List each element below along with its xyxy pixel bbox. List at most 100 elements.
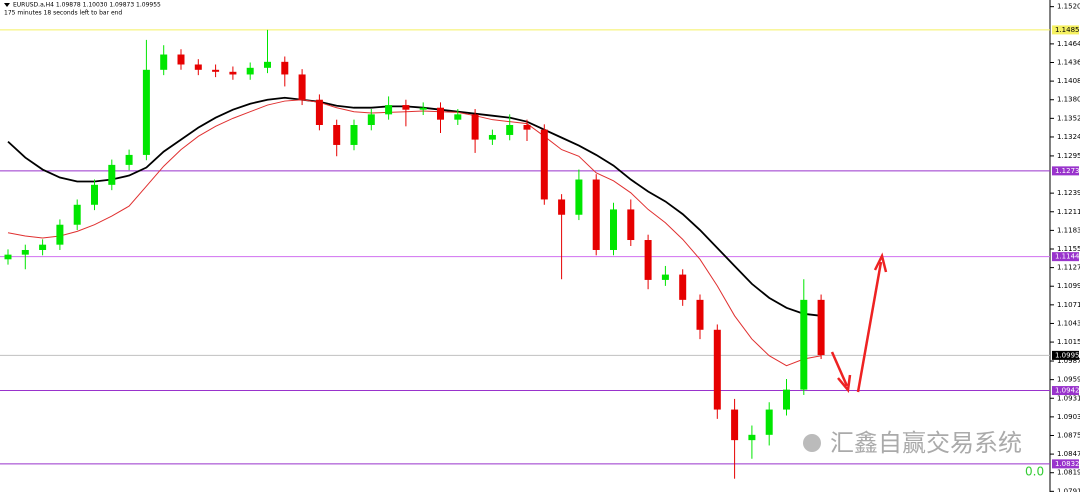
y-tick-label: 1.10715 [1057, 301, 1080, 309]
candle-body [177, 54, 185, 65]
candle-body [298, 74, 306, 100]
price-label: 1.08323 [1055, 460, 1080, 468]
y-tick-label: 1.11835 [1057, 226, 1080, 234]
chart-title: EURUSD.a,H4 1.09878 1.10030 1.09873 1.09… [13, 2, 161, 9]
moving-average [7, 96, 822, 317]
price-label: 1.12730 [1055, 167, 1080, 175]
y-tick-label: 1.13240 [1057, 133, 1080, 141]
candle-body [800, 299, 808, 390]
candle-body [281, 61, 289, 75]
candle-body [696, 299, 704, 330]
candle-body [713, 329, 721, 410]
candle-body [471, 114, 479, 140]
candle-body [212, 69, 220, 72]
menu-arrow [4, 3, 10, 7]
y-tick-label: 1.14080 [1057, 77, 1080, 85]
candle-body [679, 274, 687, 300]
arrow-down [830, 351, 849, 387]
arrow-head [873, 252, 888, 273]
candle-body [644, 240, 652, 280]
price-label-box [1052, 459, 1079, 469]
price-label: 1.09955 [1055, 351, 1080, 359]
y-tick-label: 1.08750 [1057, 431, 1080, 439]
candle-body [229, 71, 237, 75]
candle-body [765, 409, 773, 435]
y-tick-label: 1.12115 [1057, 208, 1080, 216]
price-label-box [1052, 166, 1079, 176]
drawn-arrows [830, 252, 888, 393]
candle-body [488, 134, 496, 140]
candle-body [523, 124, 531, 130]
hlines [0, 29, 1050, 465]
moving-averages [7, 96, 822, 367]
candle-body [506, 124, 514, 135]
candle-body [575, 179, 583, 215]
watermark: 汇鑫自赢交易系统 [830, 429, 1022, 457]
y-tick-label: 1.12955 [1057, 152, 1080, 160]
y-tick-label: 1.08470 [1057, 450, 1080, 458]
candle-body [246, 67, 254, 75]
candle-body [454, 114, 462, 120]
candle-body [108, 164, 116, 185]
candle-body [160, 54, 168, 70]
y-tick-label: 1.09310 [1057, 394, 1080, 402]
moving-average [7, 99, 822, 367]
candle-body [73, 204, 81, 225]
corner-text: 0.0 [1025, 465, 1044, 479]
y-tick-label: 1.09870 [1057, 357, 1080, 365]
y-tick-label: 1.12395 [1057, 189, 1080, 197]
y-tick-label: 1.15200 [1057, 3, 1080, 11]
price-label-box [1052, 252, 1079, 262]
candle-body [540, 129, 548, 200]
y-tick-label: 1.10995 [1057, 282, 1080, 290]
price-label-box [1052, 350, 1079, 360]
candle-body [142, 69, 150, 155]
y-tick-label: 1.13800 [1057, 96, 1080, 104]
y-tick-label: 1.10435 [1057, 319, 1080, 327]
price-label-box [1052, 25, 1079, 35]
candle-body [385, 105, 393, 115]
y-tick-label: 1.13520 [1057, 114, 1080, 122]
candle-body [437, 107, 444, 120]
candle-body [610, 209, 617, 250]
arrow-up [856, 261, 883, 393]
candle-body [627, 209, 635, 241]
y-tick-label: 1.09590 [1057, 376, 1080, 384]
price-label-box [1052, 386, 1079, 396]
candle-body [125, 154, 133, 165]
candle-body [367, 114, 375, 125]
y-tick-label: 1.10155 [1057, 338, 1080, 346]
candle-body [661, 274, 669, 280]
candle-body [315, 99, 323, 125]
candle-body [264, 61, 271, 68]
price-label: 1.11440 [1055, 253, 1080, 261]
candle-body [4, 254, 12, 260]
candle-body [194, 64, 202, 70]
wechat-icon [803, 434, 821, 452]
candle-body [350, 124, 358, 145]
y-tick-label: 1.11555 [1057, 245, 1080, 253]
candle-body [748, 434, 756, 441]
chart-subtitle: 175 minutes 18 seconds left to bar end [4, 10, 122, 17]
y-tick-label: 1.09030 [1057, 413, 1080, 421]
candle-body [592, 179, 600, 250]
arrow-head [837, 374, 852, 393]
y-tick-label: 1.08190 [1057, 469, 1080, 477]
candle-body [419, 107, 427, 110]
candle-body [558, 199, 566, 215]
price-label: 1.14850 [1055, 26, 1080, 34]
candle-body [39, 244, 47, 250]
candle-body [731, 409, 739, 441]
candle-body [56, 224, 64, 245]
candle-body [333, 124, 341, 145]
candle-body [91, 184, 98, 205]
candle-body [21, 249, 29, 255]
y-tick-label: 1.07910 [1057, 487, 1080, 492]
candle-body [783, 389, 790, 410]
candles [4, 29, 825, 479]
y-tick-label: 1.14360 [1057, 58, 1080, 66]
candle-body [402, 105, 410, 110]
price-label: 1.09426 [1055, 387, 1080, 395]
